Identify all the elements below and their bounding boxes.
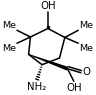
Text: OH: OH	[66, 83, 82, 93]
Text: O: O	[82, 67, 90, 77]
Text: Me: Me	[3, 21, 17, 30]
Text: Me: Me	[3, 44, 17, 53]
Polygon shape	[29, 54, 68, 71]
Text: Me: Me	[79, 44, 93, 53]
Text: OH: OH	[40, 1, 56, 11]
Text: Me: Me	[79, 21, 93, 30]
Text: NH₂: NH₂	[27, 82, 46, 92]
